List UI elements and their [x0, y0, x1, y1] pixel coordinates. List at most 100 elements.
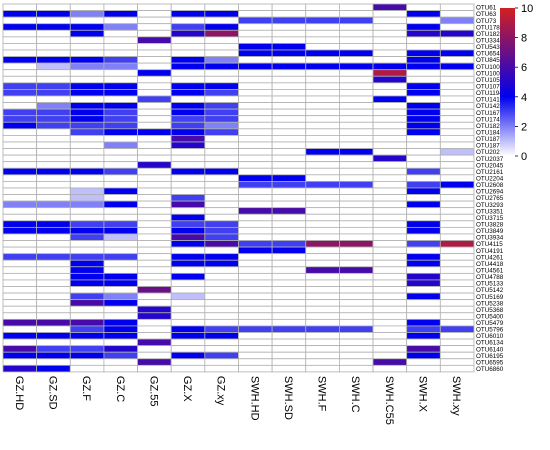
row-label: OTU5238 [476, 300, 504, 307]
row-labels: OTU61OTU63OTU73OTU178OTU182OTU334OTU543O… [476, 5, 504, 373]
heatmap-cell-OTU845-GZ.SD [36, 56, 71, 64]
heatmap-cell-OTU1841-SWH.C55 [372, 128, 408, 136]
heatmap-cell-OTU2694-SWH.HD [238, 187, 273, 195]
heatmap-cell-OTU2037-GZ.F [69, 154, 105, 163]
heatmap-cell-OTU182-SWH.C [338, 29, 374, 38]
heatmap-cell-OTU4191-GZ.HD [2, 246, 38, 255]
legend-tick-label: 6 [521, 62, 527, 74]
heatmap-cell-OTU1877-SWH.C55 [372, 134, 408, 143]
heatmap-cell-OTU654-SWH.C55 [372, 49, 408, 57]
heatmap-cell-OTU2608-SWH.SD [271, 180, 307, 189]
heatmap-cell-OTU5796-SWH.X [406, 325, 441, 333]
heatmap-cell-OTU654-GZ.SD [36, 49, 71, 57]
heatmap-cell-OTU1004-SWH.X [406, 69, 441, 77]
heatmap-cell-OTU61-GZ.HD [2, 3, 38, 11]
heatmap-cell-OTU1425-GZ.C [103, 102, 138, 110]
heatmap-cell-OTU73-GZ.X [170, 16, 206, 25]
heatmap-cell-OTU3715-GZ.F [69, 213, 105, 222]
heatmap-cell-OTU5479-GZ.HD [2, 318, 38, 327]
heatmap-cell-OTU178-GZ.F [69, 23, 105, 31]
heatmap-cell-OTU1417-GZ.C [103, 95, 138, 103]
heatmap-cell-OTU5133-GZ.55 [137, 279, 172, 287]
heatmap-cell-OTU2765-SWH.HD [238, 194, 273, 202]
heatmap-cell-OTU1417-GZ.F [69, 95, 105, 103]
heatmap-cell-OTU1878-GZ.HD [2, 141, 38, 149]
heatmap-cell-OTU5796-GZ.C [103, 325, 138, 333]
heatmap-cell-OTU1055-SWH.F [305, 75, 340, 84]
heatmap-cell-OTU1677-GZ.55 [137, 108, 172, 117]
heatmap-cell-OTU6134-GZ.X [170, 338, 206, 347]
heatmap-cell-OTU5169-SWH.X [406, 292, 441, 301]
heatmap-cell-OTU2161-SWH.SD [271, 167, 307, 176]
heatmap-cell-OTU5400-SWH.xy [439, 312, 475, 320]
column-label: GZ.xy [215, 376, 227, 406]
heatmap-cell-OTU5142-GZ.xy [204, 286, 239, 294]
heatmap-cell-OTU2037-SWH.F [305, 154, 340, 163]
heatmap-cell-OTU1878-SWH.F [305, 141, 340, 149]
heatmap-cell-OTU5238-SWH.F [305, 299, 340, 307]
heatmap-cell-OTU845-SWH.SD [271, 56, 307, 64]
heatmap-cell-OTU334-GZ.xy [204, 36, 239, 44]
heatmap-cell-OTU3351-SWH.C [338, 207, 374, 215]
heatmap-cell-OTU3849-SWH.HD [238, 226, 273, 235]
heatmap-cell-OTU3351-SWH.SD [271, 207, 307, 215]
heatmap-cell-OTU1878-GZ.X [170, 141, 206, 149]
heatmap-cell-OTU4191-SWH.xy [439, 246, 475, 255]
heatmap-cell-OTU1748-GZ.F [69, 115, 105, 123]
heatmap-cell-OTU1748-GZ.xy [204, 115, 239, 123]
heatmap-cell-OTU1055-SWH.X [406, 75, 441, 84]
heatmap-cell-OTU4788-GZ.X [170, 272, 206, 281]
row-label: OTU4115 [476, 241, 503, 248]
heatmap-cell-OTU1877-SWH.C [338, 134, 374, 143]
row-label: OTU334 [476, 38, 500, 45]
heatmap-cell-OTU1748-SWH.C55 [372, 115, 408, 123]
heatmap-cell-OTU4788-GZ.C [103, 272, 138, 281]
heatmap-cell-OTU5133-SWH.HD [238, 279, 273, 287]
row-label: OTU4788 [476, 274, 504, 281]
heatmap-cell-OTU1425-SWH.F [305, 102, 340, 110]
heatmap-cell-OTU1823-GZ.xy [204, 121, 239, 130]
heatmap-cell-OTU6010-GZ.55 [137, 332, 172, 340]
heatmap-cell-OTU6140-GZ.C [103, 345, 138, 353]
heatmap-cell-OTU3849-SWH.SD [271, 226, 307, 235]
heatmap-cell-OTU3934-GZ.SD [36, 233, 71, 241]
heatmap-cell-OTU3351-GZ.55 [137, 207, 172, 215]
heatmap-cell-OTU6010-GZ.X [170, 332, 206, 340]
heatmap-cell-OTU63-GZ.C [103, 10, 138, 18]
heatmap-cell-OTU543-GZ.X [170, 43, 206, 51]
heatmap-cell-OTU1417-SWH.SD [271, 95, 307, 103]
heatmap-cell-OTU4115-SWH.F [305, 240, 340, 248]
heatmap-cell-OTU3715-SWH.X [406, 213, 441, 222]
heatmap-cell-OTU6195-GZ.55 [137, 351, 172, 360]
heatmap-cell-OTU73-GZ.F [69, 16, 105, 25]
heatmap-cell-OTU654-GZ.HD [2, 49, 38, 57]
heatmap-cell-OTU1841-SWH.F [305, 128, 340, 136]
column-label: SWH.SD [282, 376, 294, 420]
heatmap-cell-OTU5400-SWH.C [338, 312, 374, 320]
heatmap-cell-OTU1878-SWH.C55 [372, 141, 408, 149]
heatmap-cell-OTU4788-GZ.HD [2, 272, 38, 281]
heatmap-cell-OTU543-GZ.C [103, 43, 138, 51]
heatmap-cell-OTU4261-GZ.F [69, 253, 105, 261]
heatmap-cell-OTU654-GZ.55 [137, 49, 172, 57]
heatmap-cell-OTU73-SWH.F [305, 16, 340, 25]
heatmap-cell-OTU6195-GZ.F [69, 351, 105, 360]
heatmap-cell-OTU1194-SWH.C55 [372, 89, 408, 97]
heatmap-cell-OTU2694-GZ.F [69, 187, 105, 195]
heatmap-cell-OTU1748-GZ.X [170, 115, 206, 123]
heatmap-cell-OTU182-GZ.SD [36, 29, 71, 38]
heatmap-cell-OTU1877-SWH.F [305, 134, 340, 143]
heatmap-cell-OTU4115-SWH.SD [271, 240, 307, 248]
row-label: OTU3828 [476, 221, 504, 228]
heatmap-cell-OTU5133-GZ.SD [36, 279, 71, 287]
heatmap-cell-OTU1194-GZ.xy [204, 89, 239, 97]
heatmap-cell-OTU73-SWH.HD [238, 16, 273, 25]
heatmap-cell-OTU4115-GZ.SD [36, 240, 71, 248]
heatmap-cell-OTU5368-GZ.F [69, 305, 105, 314]
heatmap-cell-OTU5133-GZ.xy [204, 279, 239, 287]
heatmap-cell-OTU6595-GZ.55 [137, 358, 172, 366]
heatmap-cell-OTU654-SWH.C [338, 49, 374, 57]
heatmap-cell-OTU1677-SWH.HD [238, 108, 273, 117]
heatmap-cell-OTU334-GZ.F [69, 36, 105, 44]
heatmap-cell-OTU845-GZ.F [69, 56, 105, 64]
